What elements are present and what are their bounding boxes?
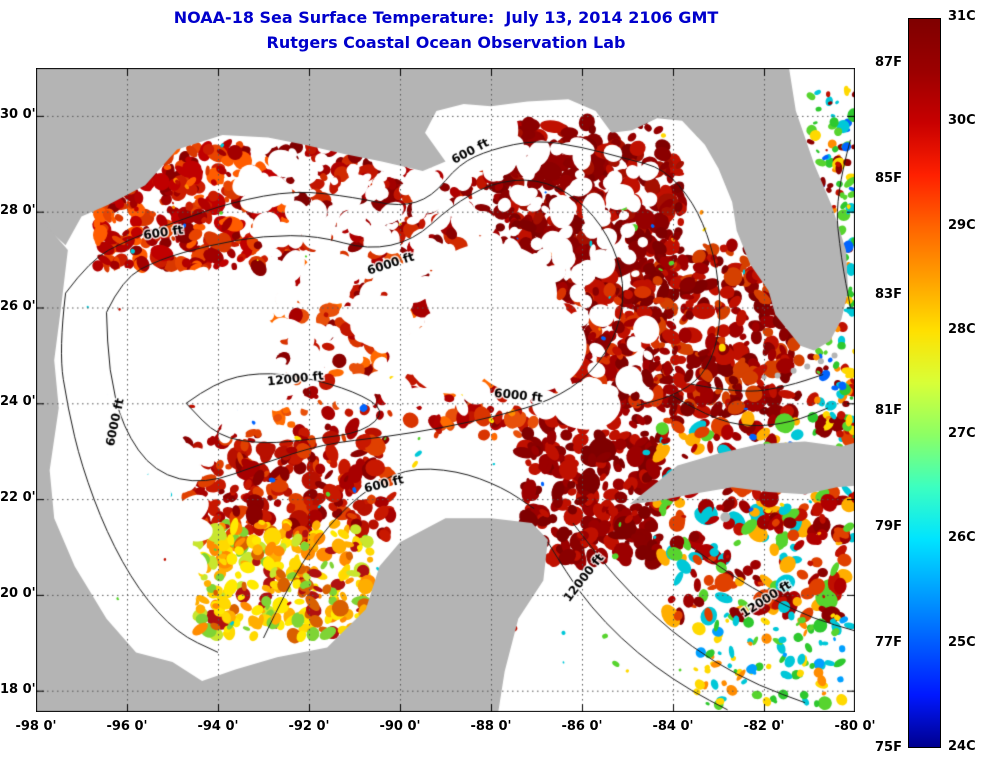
colorbar-celsius-label: 31C <box>948 9 976 24</box>
x-tick-label: -96 0' <box>106 719 148 734</box>
figure-subtitle: Rutgers Coastal Ocean Observation Lab <box>266 33 626 52</box>
x-tick-label: -92 0' <box>288 719 330 734</box>
colorbar-celsius-label: 24C <box>948 739 976 754</box>
x-tick-label: -90 0' <box>379 719 421 734</box>
y-tick-label: 20 0' <box>0 585 36 601</box>
colorbar-celsius-label: 28C <box>948 321 976 337</box>
y-tick-label: 26 0' <box>0 298 36 314</box>
x-tick-label: -98 0' <box>15 719 57 734</box>
colorbar-fahrenheit-label: 81F <box>875 402 902 418</box>
y-tick-label: 24 0' <box>0 394 36 410</box>
colorbar-fahrenheit-label: 83F <box>875 287 902 303</box>
colorbar-fahrenheit-label: 87F <box>875 55 902 71</box>
y-tick-label: 30 0' <box>0 106 36 122</box>
colorbar-celsius-label: 27C <box>948 426 976 442</box>
colorbar-celsius-label: 25C <box>948 634 976 650</box>
x-tick-label: -94 0' <box>197 719 239 734</box>
colorbar-celsius-label: 30C <box>948 113 976 129</box>
x-tick-label: -82 0' <box>743 719 785 734</box>
y-tick-label: 28 0' <box>0 202 36 218</box>
colorbar-gradient <box>908 18 941 748</box>
colorbar-fahrenheit-label: 77F <box>875 634 902 650</box>
colorbar-fahrenheit-label: 85F <box>875 171 902 187</box>
x-tick-label: -86 0' <box>561 719 603 734</box>
colorbar-fahrenheit-label: 75F <box>875 740 902 755</box>
colorbar-celsius-label: 29C <box>948 217 976 233</box>
x-tick-label: -88 0' <box>470 719 512 734</box>
gulf-of-mexico-map-canvas <box>36 68 855 712</box>
colorbar-fahrenheit-label: 79F <box>875 518 902 534</box>
x-tick-label: -84 0' <box>652 719 694 734</box>
figure-title: NOAA-18 Sea Surface Temperature: July 13… <box>173 8 719 27</box>
x-tick-label: -80 0' <box>834 719 876 734</box>
y-tick-label: 22 0' <box>0 490 36 506</box>
y-tick-label: 18 0' <box>0 681 36 697</box>
colorbar-celsius-label: 26C <box>948 530 976 546</box>
